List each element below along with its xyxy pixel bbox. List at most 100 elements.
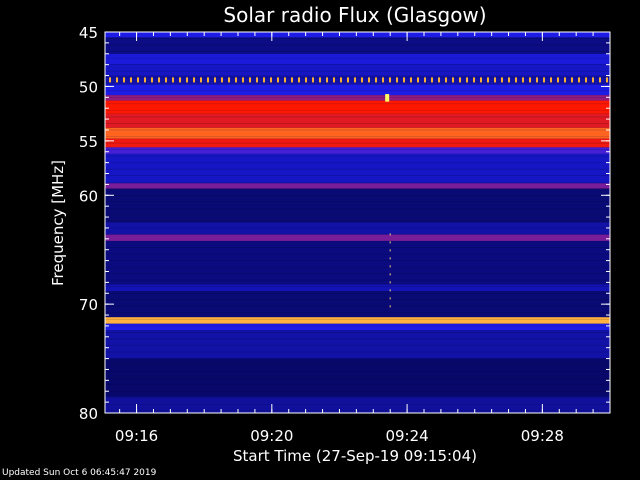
frequency-band [105, 183, 610, 189]
interference-dash [263, 77, 265, 83]
interference-dash [452, 77, 454, 83]
y-tick-label: 80 [79, 405, 98, 423]
updated-timestamp: Updated Sun Oct 6 06:45:47 2019 [2, 468, 157, 478]
interference-dash [256, 77, 258, 83]
interference-dash [319, 77, 321, 83]
interference-dash [193, 77, 195, 83]
interference-dash [431, 77, 433, 83]
interference-dash [557, 77, 559, 83]
interference-dash [543, 77, 545, 83]
interference-dash [438, 77, 440, 83]
interference-dash [599, 77, 601, 83]
y-tick-label: 50 [79, 78, 98, 96]
interference-dash [312, 77, 314, 83]
y-axis-label: Frequency [MHz] [49, 160, 67, 286]
interference-dash [298, 77, 300, 83]
interference-dash [354, 77, 356, 83]
interference-dash [522, 77, 524, 83]
frequency-band [105, 32, 610, 38]
interference-dash [501, 77, 503, 83]
frequency-band [105, 241, 610, 285]
interference-dash [389, 77, 391, 83]
interference-dash [249, 77, 251, 83]
interference-dash [592, 77, 594, 83]
interference-dash [214, 77, 216, 83]
interference-dash [242, 77, 244, 83]
interference-dash [417, 77, 419, 83]
frequency-band [105, 138, 610, 148]
interference-dash [144, 77, 146, 83]
frequency-band [105, 37, 610, 54]
interference-dash [578, 77, 580, 83]
interference-dash [375, 77, 377, 83]
interference-dash [606, 77, 608, 83]
interference-dash [151, 77, 153, 83]
interference-dash [508, 77, 510, 83]
burst-spot [385, 94, 390, 102]
frequency-band [105, 317, 610, 324]
plot-frame [104, 31, 611, 414]
x-tick-label: 09:24 [385, 427, 428, 445]
y-tick-label: 55 [79, 133, 98, 151]
interference-dash [137, 77, 139, 83]
frequency-band [105, 75, 610, 85]
y-tick-label: 45 [79, 24, 98, 42]
interference-dash [515, 77, 517, 83]
interference-dash [564, 77, 566, 83]
interference-dash [116, 77, 118, 83]
interference-dash [410, 77, 412, 83]
frequency-band [105, 188, 610, 223]
chart-title: Solar radio Flux (Glasgow) [223, 3, 486, 27]
interference-dash [466, 77, 468, 83]
interference-dash [109, 77, 111, 83]
interference-dash [480, 77, 482, 83]
interference-dash [277, 77, 279, 83]
interference-dash [158, 77, 160, 83]
interference-dash [130, 77, 132, 83]
frequency-band [105, 153, 610, 184]
interference-dash [207, 77, 209, 83]
y-tick-label: 70 [79, 296, 98, 314]
interference-dash [445, 77, 447, 83]
interference-dash [221, 77, 223, 83]
interference-dash [340, 77, 342, 83]
frequency-band [105, 113, 610, 128]
frequency-band [105, 330, 610, 359]
interference-dash [326, 77, 328, 83]
frequency-band [105, 127, 610, 139]
interference-dash [333, 77, 335, 83]
x-tick-label: 09:16 [115, 427, 158, 445]
interference-dash [585, 77, 587, 83]
interference-dash [368, 77, 370, 83]
interference-dash [172, 77, 174, 83]
frequency-band [105, 53, 610, 65]
frequency-band [105, 100, 610, 114]
axis-ticks: 45 50 55 60 70 80 09:16 09:20 09:24 09:28 [79, 24, 611, 445]
interference-dash [165, 77, 167, 83]
interference-dash [305, 77, 307, 83]
interference-dash [396, 77, 398, 83]
interference-dash [529, 77, 531, 83]
interference-dash [228, 77, 230, 83]
frequency-band [105, 64, 610, 76]
frequency-band [105, 291, 610, 318]
frequency-band [105, 396, 610, 413]
interference-dash [571, 77, 573, 83]
interference-dash [179, 77, 181, 83]
interference-dash [200, 77, 202, 83]
y-tick-label: 60 [79, 187, 98, 205]
interference-dash [494, 77, 496, 83]
interference-dash [284, 77, 286, 83]
x-tick-label: 09:28 [521, 427, 564, 445]
interference-dash [291, 77, 293, 83]
interference-dash [123, 77, 125, 83]
frequency-band [105, 323, 610, 331]
x-tick-label: 09:20 [250, 427, 293, 445]
interference-dash [536, 77, 538, 83]
frequency-band [105, 284, 610, 292]
interference-dash [235, 77, 237, 83]
interference-dash [459, 77, 461, 83]
interference-dash [347, 77, 349, 83]
frequency-band [105, 358, 610, 397]
